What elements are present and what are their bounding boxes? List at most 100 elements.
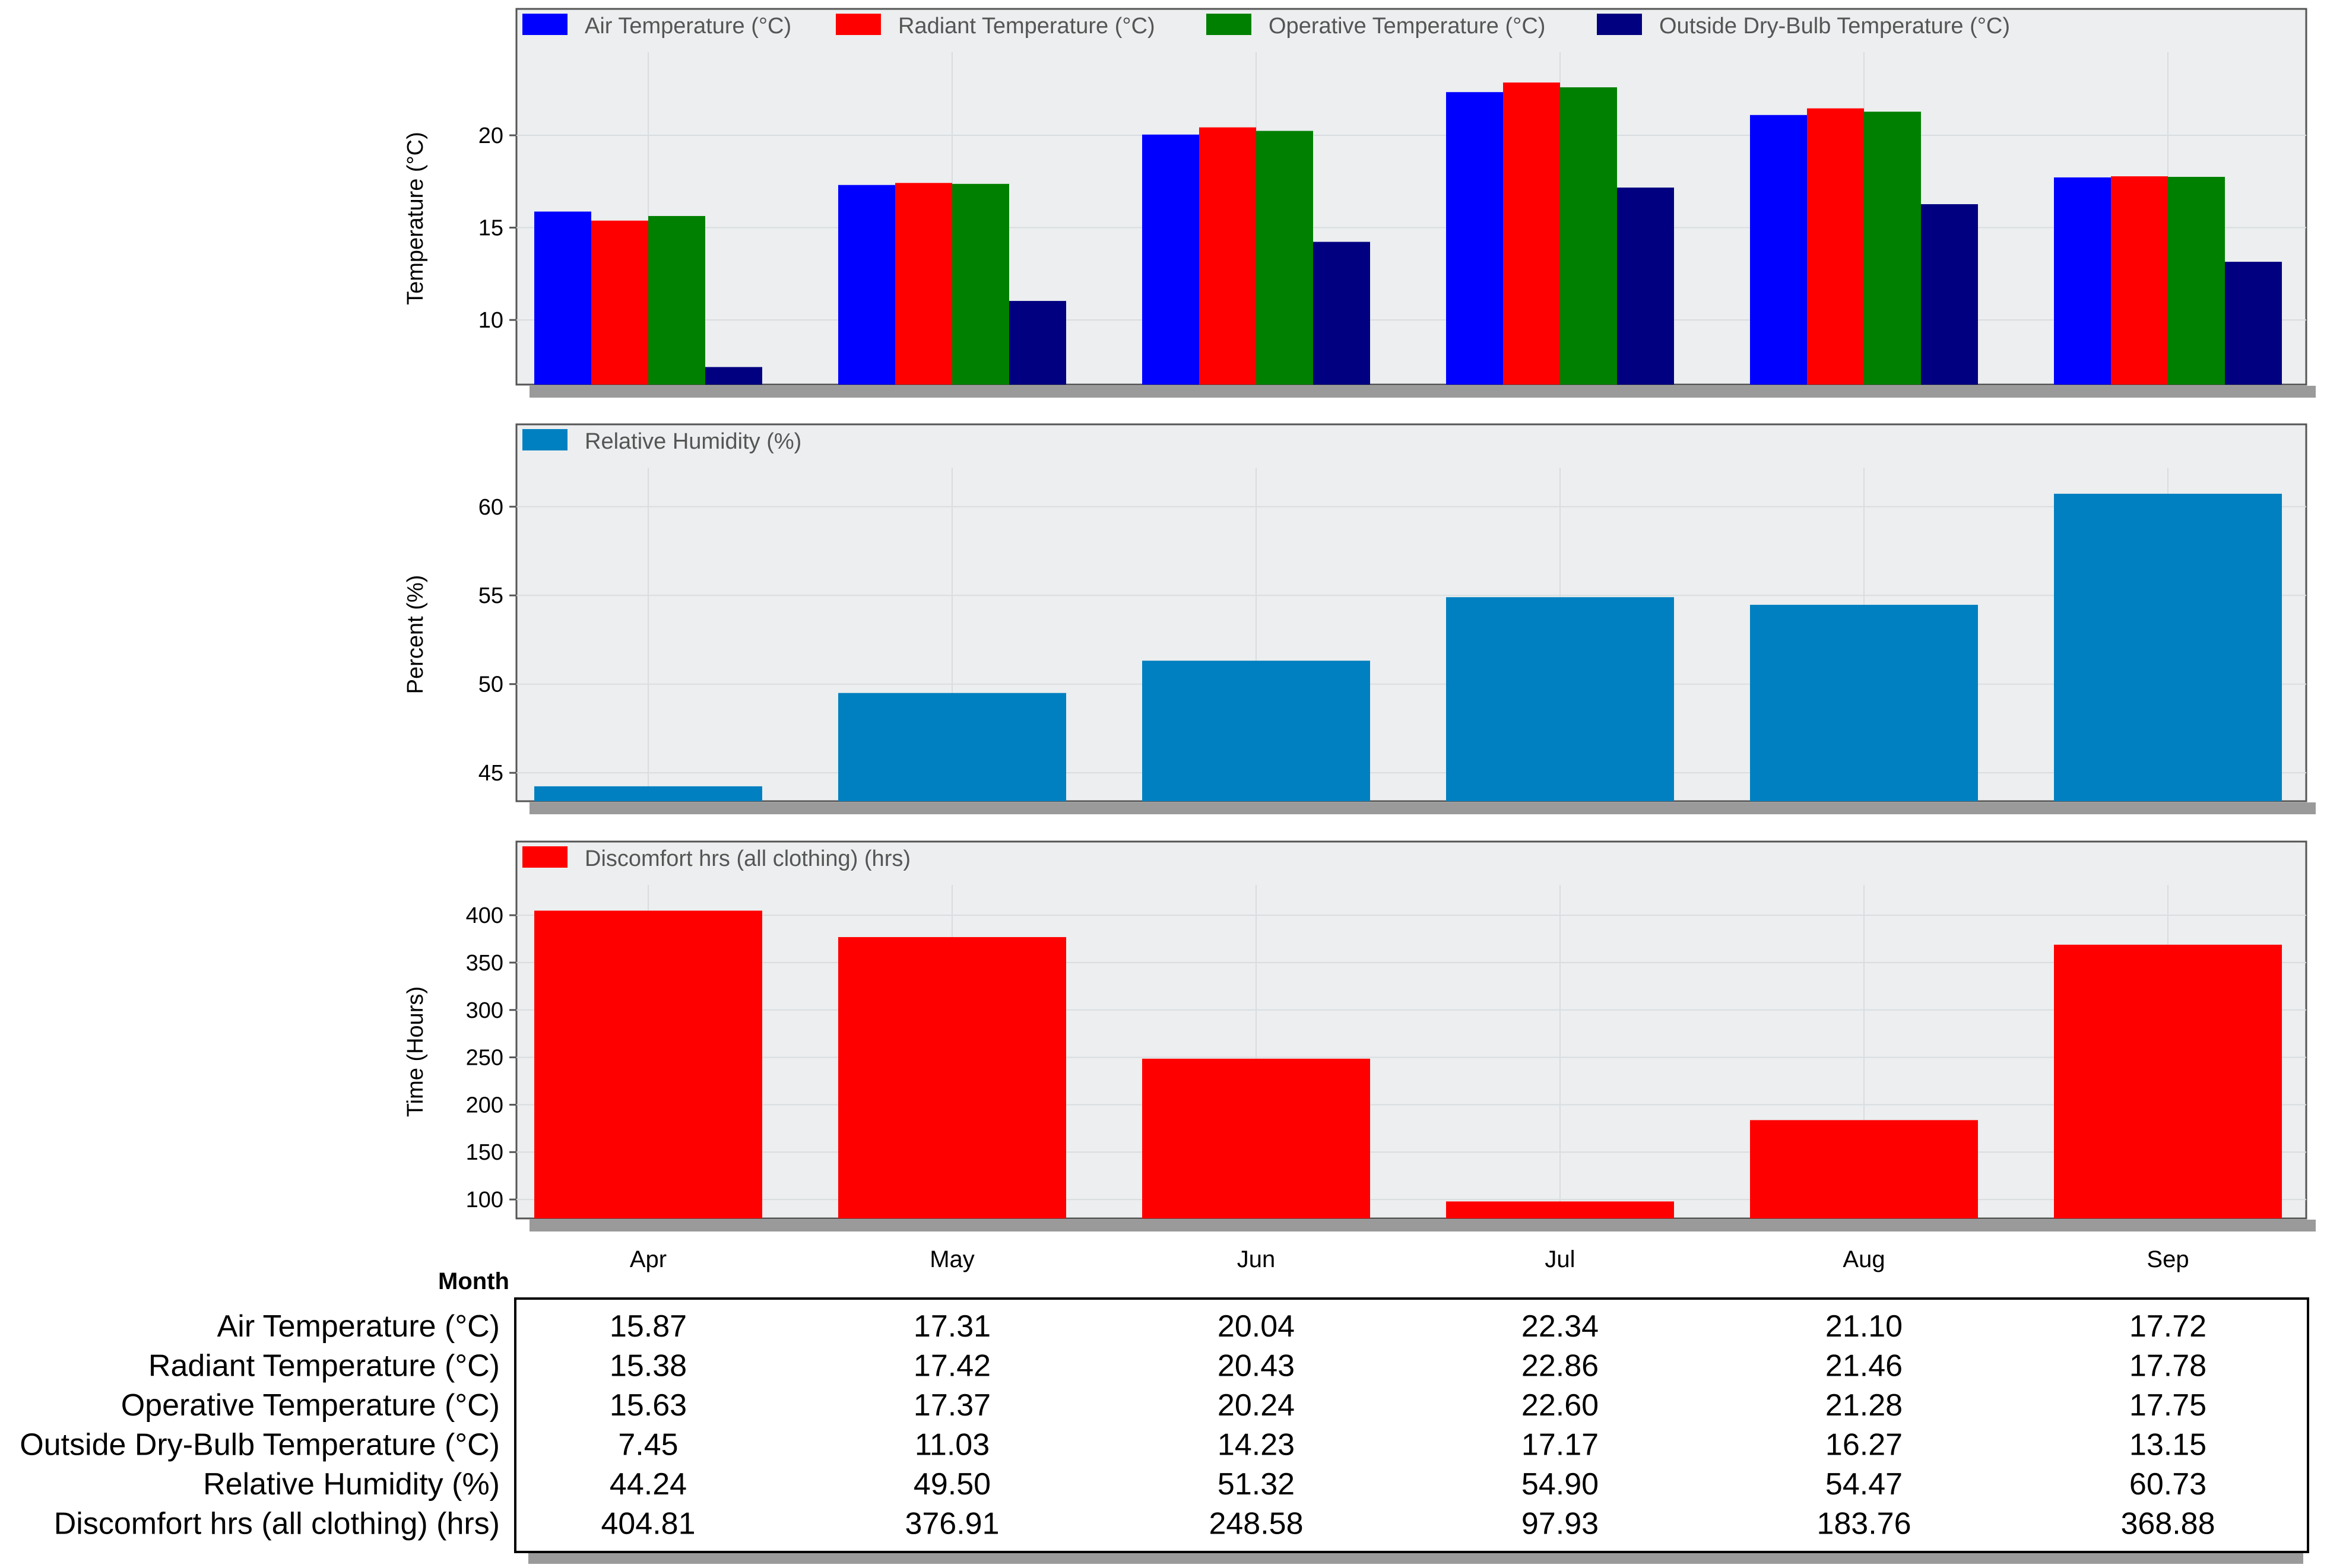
- bar-relative-humidity-sep: [2054, 493, 2282, 801]
- bar-air-temperature-c-may: [838, 185, 895, 385]
- bar-operative-temperature-c-jul: [1560, 87, 1617, 385]
- bar-discomfort-hrs-all-clothing-hrs-sep: [2054, 944, 2282, 1218]
- legend-item-discomfort-hrs-all-clothing-hrs[interactable]: Discomfort hrs (all clothing) (hrs): [522, 846, 911, 871]
- table-cell-aug: 21.28: [1825, 1388, 1903, 1423]
- table-cell-may: 11.03: [915, 1428, 990, 1462]
- table-row-label: Relative Humidity (%): [203, 1467, 500, 1502]
- table-cell-sep: 17.75: [2129, 1388, 2206, 1423]
- legend-item-relative-humidity[interactable]: Relative Humidity (%): [522, 429, 801, 454]
- series-outside-dry-bulb-temperature-c: [705, 188, 2282, 385]
- series-air-temperature-c: [534, 92, 2111, 385]
- y-tick-label: 100: [466, 1188, 503, 1212]
- x-tick-label-sep: Sep: [2147, 1246, 2189, 1272]
- legend-item-radiant-temperature-c[interactable]: Radiant Temperature (°C): [836, 14, 1155, 39]
- y-tick-label: 20: [478, 123, 503, 148]
- table-cell-sep: 17.78: [2129, 1349, 2206, 1383]
- bar-outside-dry-bulb-temperature-c-jun: [1313, 242, 1370, 385]
- table-cell-may: 17.42: [914, 1349, 991, 1383]
- bar-outside-dry-bulb-temperature-c-aug: [1921, 204, 1978, 385]
- legend-label: Radiant Temperature (°C): [898, 14, 1155, 39]
- bar-relative-humidity-apr: [534, 786, 762, 801]
- y-tick-label: 350: [466, 951, 503, 976]
- bar-relative-humidity-may: [838, 693, 1066, 801]
- x-tick-label-jul: Jul: [1545, 1246, 1575, 1272]
- table-cell-apr: 44.24: [610, 1467, 687, 1502]
- chart-panel-1: 10 15 20 Temperature (°C) Air Temperature (°…: [403, 8, 2316, 398]
- table-cell-apr: 7.45: [618, 1428, 678, 1462]
- table-row-label: Radiant Temperature (°C): [148, 1349, 500, 1383]
- x-tick-label-aug: Aug: [1843, 1246, 1885, 1272]
- table-cell-jun: 20.43: [1218, 1349, 1295, 1383]
- legend-item-air-temperature-c[interactable]: Air Temperature (°C): [522, 14, 791, 39]
- table-cell-aug: 21.46: [1825, 1349, 1903, 1383]
- bar-radiant-temperature-c-aug: [1807, 108, 1864, 385]
- bar-operative-temperature-c-aug: [1864, 112, 1921, 385]
- table-row: Air Temperature (°C) 15.87 17.31 20.04 22.34…: [217, 1309, 2206, 1344]
- bar-air-temperature-c-aug: [1750, 115, 1807, 385]
- plot-area: [515, 840, 2307, 1220]
- table-cell-jun: 14.23: [1218, 1428, 1295, 1462]
- bar-discomfort-hrs-all-clothing-hrs-may: [838, 937, 1066, 1218]
- x-tick-label-may: May: [930, 1246, 975, 1272]
- y-tick-label: 400: [466, 903, 503, 928]
- data-table: [514, 1297, 2309, 1553]
- bar-radiant-temperature-c-sep: [2111, 176, 2168, 385]
- legend-label: Air Temperature (°C): [585, 14, 791, 39]
- y-tick-label: 10: [478, 308, 503, 333]
- bar-air-temperature-c-jun: [1142, 134, 1199, 385]
- table-cell-jul: 97.93: [1521, 1507, 1599, 1541]
- bar-operative-temperature-c-may: [952, 183, 1009, 385]
- table-cell-may: 17.31: [914, 1309, 991, 1344]
- chart-legend[interactable]: Air Temperature (°C) Radiant Temperature …: [522, 14, 2010, 39]
- table-row-label: Discomfort hrs (all clothing) (hrs): [54, 1507, 500, 1541]
- x-tick-label-jun: Jun: [1237, 1246, 1276, 1272]
- table-row: Radiant Temperature (°C) 15.38 17.42 20.43 2…: [148, 1349, 2206, 1383]
- chart-legend[interactable]: Discomfort hrs (all clothing) (hrs): [522, 846, 911, 871]
- bar-outside-dry-bulb-temperature-c-apr: [705, 367, 762, 385]
- table-cell-jul: 17.17: [1521, 1428, 1599, 1462]
- y-tick-label: 55: [478, 583, 503, 608]
- table-cell-jun: 51.32: [1218, 1467, 1295, 1502]
- bar-relative-humidity-jul: [1446, 597, 1674, 801]
- legend-label: Discomfort hrs (all clothing) (hrs): [585, 846, 911, 871]
- bar-operative-temperature-c-jun: [1256, 131, 1313, 385]
- plot-shadow: [530, 1220, 2316, 1231]
- y-tick-label: 60: [478, 495, 503, 520]
- y-axis-label: Percent (%): [403, 575, 428, 694]
- table-cell-aug: 21.10: [1825, 1309, 1903, 1344]
- chart-panel-2: 45 50 55 60 Percent (%) Relative Humidity (%): [403, 423, 2316, 814]
- bar-air-temperature-c-sep: [2054, 177, 2111, 385]
- bar-outside-dry-bulb-temperature-c-sep: [2225, 262, 2282, 385]
- chart-legend[interactable]: Relative Humidity (%): [522, 429, 801, 454]
- table-cell-apr: 404.81: [601, 1507, 695, 1541]
- table-cell-apr: 15.87: [610, 1309, 687, 1344]
- legend-item-outside-dry-bulb-temperature-c[interactable]: Outside Dry-Bulb Temperature (°C): [1597, 14, 2010, 39]
- table-cell-jul: 22.34: [1521, 1309, 1599, 1344]
- table-cell-may: 376.91: [905, 1507, 999, 1541]
- legend-swatch: [522, 846, 568, 868]
- y-axis-label: Temperature (°C): [403, 132, 428, 305]
- legend-swatch: [836, 14, 881, 35]
- table-cell-jul: 54.90: [1521, 1467, 1599, 1502]
- table-row: Operative Temperature (°C) 15.63 17.37 20.2…: [121, 1388, 2206, 1423]
- table-cell-apr: 15.38: [610, 1349, 687, 1383]
- table-row-label: Outside Dry-Bulb Temperature (°C): [20, 1428, 500, 1462]
- y-axis-label: Time (Hours): [403, 986, 428, 1117]
- table-cell-apr: 15.63: [610, 1388, 687, 1423]
- bar-operative-temperature-c-apr: [648, 215, 705, 385]
- bar-radiant-temperature-c-may: [895, 183, 952, 385]
- bar-radiant-temperature-c-apr: [591, 220, 648, 385]
- table-row: Outside Dry-Bulb Temperature (°C) 7.45 11.…: [20, 1428, 2206, 1462]
- y-tick-label: 150: [466, 1140, 503, 1165]
- table-cell-aug: 54.47: [1825, 1467, 1903, 1502]
- table-cell-jul: 22.86: [1521, 1349, 1599, 1383]
- table-cell-jul: 22.60: [1521, 1388, 1599, 1423]
- bar-outside-dry-bulb-temperature-c-may: [1009, 301, 1066, 385]
- bar-relative-humidity-aug: [1750, 605, 1978, 801]
- bar-relative-humidity-jun: [1142, 661, 1370, 801]
- legend-swatch: [522, 14, 568, 35]
- y-tick-label: 45: [478, 761, 503, 786]
- legend-item-operative-temperature-c[interactable]: Operative Temperature (°C): [1206, 14, 1545, 39]
- table-cell-jun: 20.24: [1218, 1388, 1295, 1423]
